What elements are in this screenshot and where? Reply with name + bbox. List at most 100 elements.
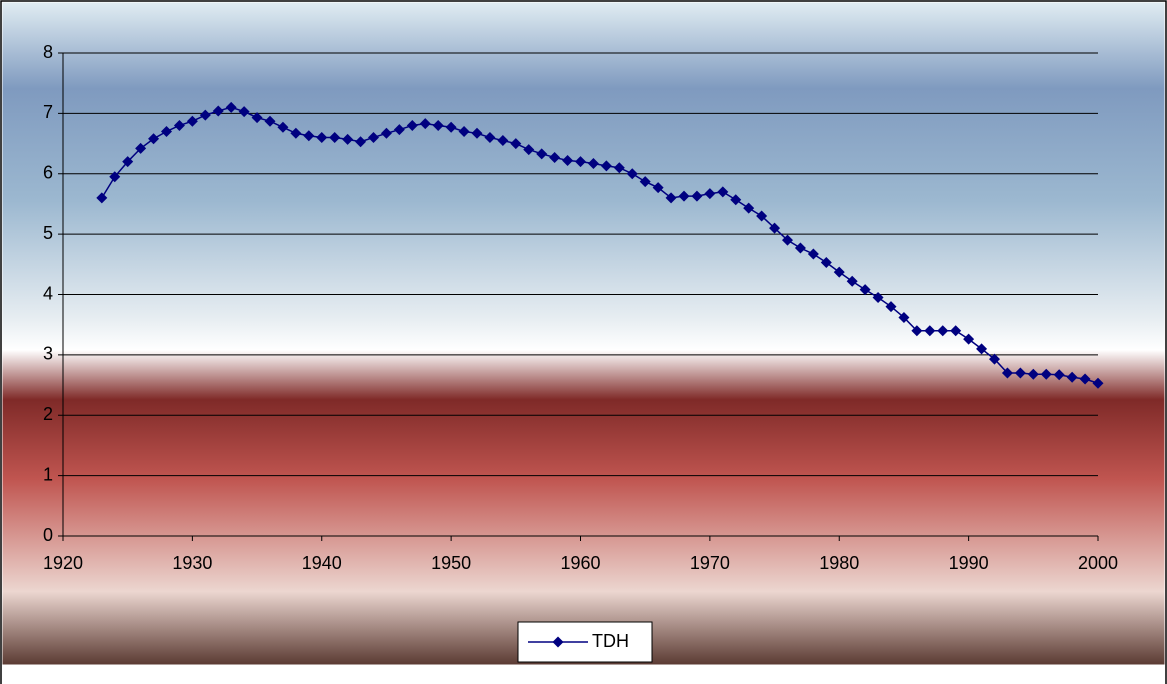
chart-area [2, 2, 1165, 665]
legend-label: TDH [592, 631, 629, 651]
data-point [225, 101, 237, 113]
data-point [691, 190, 703, 202]
data-point [1040, 368, 1052, 380]
data-point [872, 292, 884, 304]
data-point [497, 135, 509, 147]
data-point [148, 133, 160, 145]
x-tick-label: 1920 [43, 553, 83, 573]
y-tick-label: 8 [43, 42, 53, 62]
data-point [303, 130, 315, 142]
data-point [833, 266, 845, 278]
data-point [937, 325, 949, 337]
data-point [212, 105, 224, 117]
data-point [277, 121, 289, 133]
data-point [1066, 371, 1078, 383]
data-point [238, 106, 250, 118]
data-point [587, 157, 599, 169]
data-point [1001, 367, 1013, 379]
data-point [484, 132, 496, 144]
data-point [406, 119, 418, 131]
data-point [639, 176, 651, 188]
legend-marker [552, 636, 564, 648]
data-point [626, 168, 638, 180]
y-tick-label: 7 [43, 102, 53, 122]
data-point [807, 248, 819, 260]
y-tick-label: 5 [43, 223, 53, 243]
x-tick-label: 1930 [172, 553, 212, 573]
data-point [1027, 368, 1039, 380]
data-point [665, 192, 677, 204]
data-point [161, 125, 172, 137]
x-tick-label: 2000 [1078, 553, 1118, 573]
data-point [316, 132, 328, 144]
x-tick-label: 1960 [560, 553, 600, 573]
data-point [380, 127, 392, 139]
x-tick-label: 1970 [690, 553, 730, 573]
data-point [264, 115, 276, 127]
data-point [186, 115, 198, 127]
data-point [924, 325, 936, 337]
data-point [329, 132, 341, 144]
data-point [290, 127, 302, 139]
data-point [730, 194, 742, 206]
data-point [898, 311, 910, 323]
data-point [458, 125, 470, 137]
data-point [678, 190, 690, 202]
data-point [199, 109, 211, 121]
data-point [122, 156, 134, 168]
data-point [135, 142, 147, 154]
y-tick-label: 0 [43, 525, 53, 545]
data-point [393, 124, 405, 136]
data-point [652, 182, 664, 194]
data-point [536, 148, 548, 160]
y-tick-label: 6 [43, 163, 53, 183]
y-tick-label: 1 [43, 464, 53, 484]
data-point [562, 154, 574, 166]
data-point [820, 257, 832, 269]
data-point [1079, 373, 1091, 385]
x-tick-label: 1980 [819, 553, 859, 573]
data-point [173, 119, 185, 131]
data-point [859, 284, 871, 296]
data-point [885, 301, 897, 313]
data-point [432, 119, 444, 131]
y-tick-label: 4 [43, 283, 53, 303]
data-point [523, 144, 535, 156]
data-point [445, 121, 457, 133]
data-point [717, 186, 729, 198]
data-point [600, 160, 612, 172]
data-point [471, 127, 483, 139]
data-point [976, 343, 988, 355]
x-tick-label: 1940 [302, 553, 342, 573]
data-point [251, 112, 263, 124]
data-point [368, 132, 379, 144]
data-point [96, 192, 108, 204]
data-point [1014, 367, 1026, 379]
data-point [769, 222, 781, 234]
data-point [846, 275, 858, 287]
data-point [911, 325, 923, 337]
y-tick-label: 3 [43, 344, 53, 364]
data-point [756, 210, 768, 222]
data-point [419, 118, 431, 130]
data-point [575, 156, 586, 168]
data-point [549, 151, 561, 163]
x-tick-label: 1990 [949, 553, 989, 573]
data-point [355, 136, 367, 148]
data-point [1092, 377, 1104, 389]
data-point [743, 202, 755, 214]
data-point [342, 133, 354, 145]
x-tick-label: 1950 [431, 553, 471, 573]
data-point [782, 234, 793, 246]
data-point [1053, 369, 1065, 381]
data-point [794, 242, 806, 254]
data-point [963, 333, 975, 345]
data-point [613, 162, 625, 174]
data-point [109, 171, 121, 183]
data-point [950, 325, 962, 337]
data-point [704, 188, 716, 200]
y-tick-label: 2 [43, 404, 53, 424]
data-point [989, 353, 1000, 365]
